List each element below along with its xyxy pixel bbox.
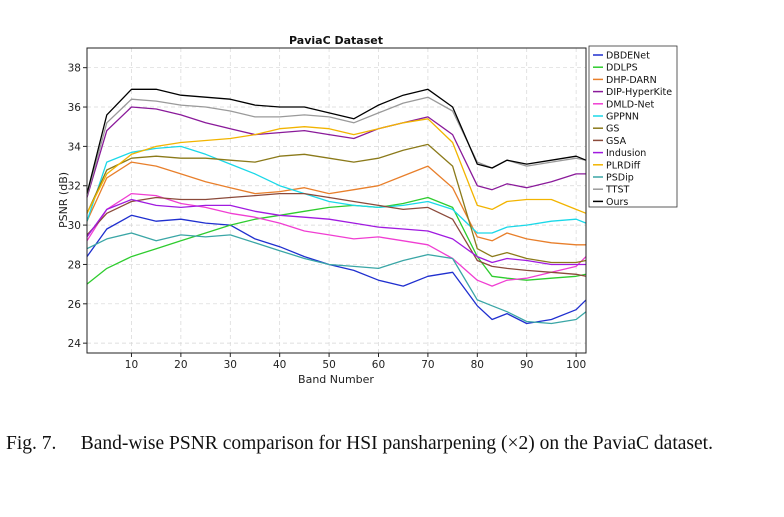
x-axis-label: Band Number: [298, 373, 374, 386]
series-line-plrdiff: [86, 118, 587, 214]
series-line-gppnn: [86, 145, 587, 234]
x-tick-label: 80: [471, 359, 484, 371]
y-axis-label: PSNR (dB): [57, 172, 70, 228]
y-tick-label: 26: [68, 299, 82, 311]
x-tick-label: 10: [125, 359, 138, 371]
x-tick-label: 30: [224, 359, 237, 371]
series-line-gs: [86, 143, 587, 264]
legend-label-plrdiff: PLRDiff: [606, 160, 641, 171]
x-tick-label: 90: [520, 359, 533, 371]
figure-caption: Fig. 7. Band-wise PSNR comparison for HS…: [6, 433, 713, 454]
series-line-ttst: [86, 96, 587, 196]
legend-label-dmld-net: DMLD-Net: [606, 99, 654, 110]
x-tick-label: 60: [372, 359, 385, 371]
y-tick-label: 36: [68, 102, 82, 114]
y-tick-label: 28: [68, 259, 81, 271]
legend-label-indusion: Indusion: [606, 148, 646, 159]
y-tick-label: 30: [68, 220, 81, 232]
legend: DBDENetDDLPSDHP-DARNDIP-HyperKiteDMLD-Ne…: [588, 45, 678, 208]
legend-label-ddlps: DDLPS: [606, 63, 638, 74]
series-line-indusion: [86, 198, 586, 266]
plot-frame: [86, 47, 587, 354]
grid: [87, 48, 586, 353]
series-line-ours: [86, 88, 587, 194]
x-tick-label: 20: [174, 359, 187, 371]
legend-label-dip-hyperkite: DIP-HyperKite: [606, 87, 672, 98]
y-tick-label: 32: [68, 181, 81, 193]
legend-label-gppnn: GPPNN: [606, 112, 639, 123]
x-tick-label: 100: [566, 359, 586, 371]
series-line-gsa: [86, 192, 587, 277]
legend-label-ours: Ours: [606, 197, 628, 208]
x-tick-label: 70: [421, 359, 434, 371]
y-tick-label: 34: [68, 141, 82, 153]
chart: PaviaC Dataset 10 20 30 40 50 60 70 80 90 100 242…: [57, 34, 678, 386]
legend-label-psdip: PSDip: [606, 173, 634, 184]
x-tick-label: 50: [322, 359, 335, 371]
y-tick-label: 24: [68, 338, 82, 350]
series-line-ddlps: [86, 196, 587, 285]
legend-box: [588, 45, 678, 208]
series-line-psdip: [86, 232, 587, 325]
chart-title: PaviaC Dataset: [289, 34, 383, 47]
series-line-dip-hyperkite: [86, 106, 586, 198]
legend-label-dbdenet: DBDENet: [606, 51, 650, 62]
legend-label-gs: GS: [606, 124, 619, 135]
x-tick-label: 40: [273, 359, 286, 371]
series-line-dhp-darn: [86, 161, 586, 246]
x-ticks: 10 20 30 40 50 60 70 80 90 100: [125, 353, 586, 371]
series-line-dmld-net: [86, 192, 587, 287]
legend-label-gsa: GSA: [606, 136, 627, 147]
y-ticks: 24 26 28 30 32 34 36 38: [68, 63, 87, 350]
legend-label-dhp-darn: DHP-DARN: [606, 75, 657, 86]
y-tick-label: 38: [68, 63, 81, 75]
series-line-dbdenet: [86, 214, 587, 325]
legend-label-ttst: TTST: [605, 185, 629, 196]
series-lines: [86, 88, 587, 325]
